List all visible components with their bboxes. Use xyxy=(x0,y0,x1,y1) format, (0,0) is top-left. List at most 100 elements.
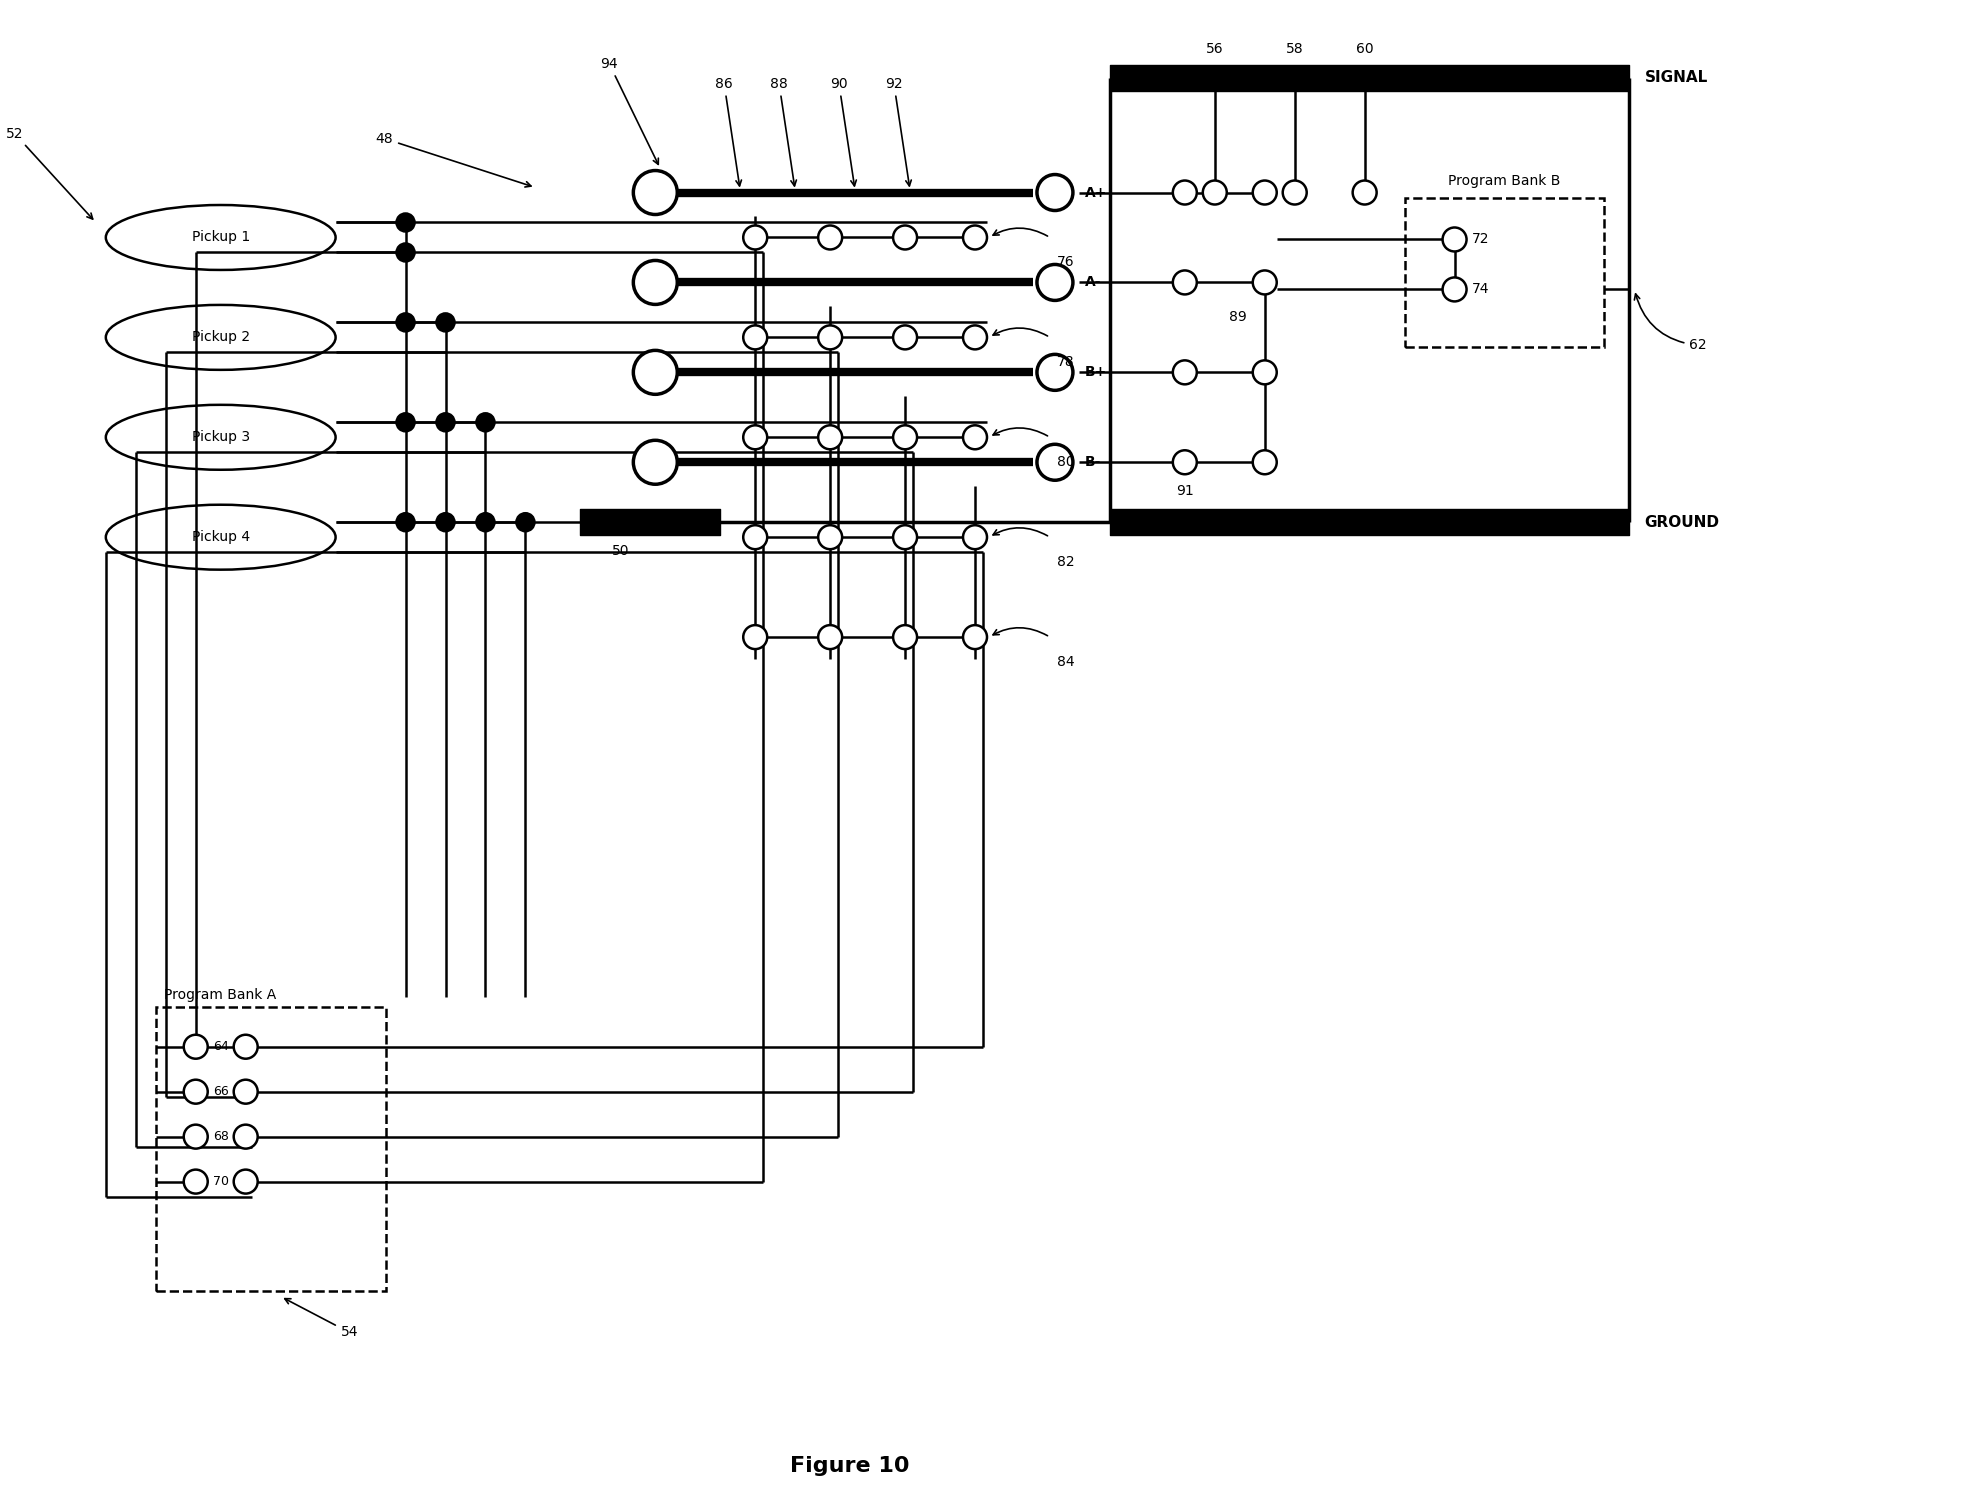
Circle shape xyxy=(818,225,842,249)
Text: SIGNAL: SIGNAL xyxy=(1645,71,1708,86)
Circle shape xyxy=(397,213,415,231)
Circle shape xyxy=(963,526,987,550)
Text: 94: 94 xyxy=(601,57,658,164)
Text: Pickup 4: Pickup 4 xyxy=(192,530,249,544)
Circle shape xyxy=(818,425,842,449)
Circle shape xyxy=(184,1125,208,1149)
Text: 74: 74 xyxy=(1471,282,1489,296)
Circle shape xyxy=(437,413,455,431)
Circle shape xyxy=(1038,354,1074,391)
Text: GROUND: GROUND xyxy=(1645,515,1720,530)
Circle shape xyxy=(963,326,987,350)
Circle shape xyxy=(437,514,455,532)
Text: 58: 58 xyxy=(1285,42,1303,56)
Circle shape xyxy=(1443,227,1467,251)
Circle shape xyxy=(743,526,767,550)
Circle shape xyxy=(437,314,455,332)
Circle shape xyxy=(1038,264,1074,300)
Circle shape xyxy=(397,314,415,332)
Text: 48: 48 xyxy=(376,132,532,188)
Text: 52: 52 xyxy=(6,126,93,219)
Text: 60: 60 xyxy=(1356,42,1374,56)
Text: 92: 92 xyxy=(886,77,911,186)
Circle shape xyxy=(476,514,494,532)
Circle shape xyxy=(1202,180,1228,204)
Circle shape xyxy=(1253,180,1277,204)
Bar xyxy=(1404,197,1605,347)
Circle shape xyxy=(184,1035,208,1059)
Text: 86: 86 xyxy=(716,77,741,186)
Text: 88: 88 xyxy=(771,77,797,186)
Text: 62: 62 xyxy=(1635,294,1706,353)
Circle shape xyxy=(184,1080,208,1104)
Circle shape xyxy=(1352,180,1376,204)
Text: 66: 66 xyxy=(214,1084,229,1098)
Circle shape xyxy=(1172,180,1196,204)
Circle shape xyxy=(397,413,415,431)
Circle shape xyxy=(894,225,917,249)
Circle shape xyxy=(633,171,678,215)
Text: Program Bank B: Program Bank B xyxy=(1449,174,1560,188)
Circle shape xyxy=(818,326,842,350)
Text: 89: 89 xyxy=(1230,311,1247,324)
Text: A+: A+ xyxy=(1085,186,1107,200)
Circle shape xyxy=(233,1125,257,1149)
Circle shape xyxy=(233,1080,257,1104)
Circle shape xyxy=(963,625,987,649)
Text: Pickup 2: Pickup 2 xyxy=(192,330,249,344)
Text: 82: 82 xyxy=(1058,556,1075,569)
Circle shape xyxy=(1038,174,1074,210)
Text: 72: 72 xyxy=(1471,233,1489,246)
Circle shape xyxy=(397,514,415,532)
Text: 64: 64 xyxy=(214,1041,229,1053)
Text: 56: 56 xyxy=(1206,42,1224,56)
Circle shape xyxy=(818,526,842,550)
Text: B-: B- xyxy=(1085,455,1101,469)
Circle shape xyxy=(894,326,917,350)
Text: Pickup 1: Pickup 1 xyxy=(192,230,249,245)
Circle shape xyxy=(1283,180,1307,204)
Circle shape xyxy=(1253,360,1277,385)
Circle shape xyxy=(1253,451,1277,475)
Text: 50: 50 xyxy=(611,544,629,559)
Text: 90: 90 xyxy=(830,77,856,186)
Circle shape xyxy=(894,526,917,550)
Circle shape xyxy=(1253,270,1277,294)
Circle shape xyxy=(743,625,767,649)
Text: 76: 76 xyxy=(1058,255,1075,269)
Circle shape xyxy=(743,326,767,350)
Text: Pickup 3: Pickup 3 xyxy=(192,430,249,445)
Text: 54: 54 xyxy=(285,1299,358,1340)
Text: Program Bank A: Program Bank A xyxy=(164,988,277,1002)
Circle shape xyxy=(1172,451,1196,475)
Bar xyxy=(156,1006,386,1292)
Text: 78: 78 xyxy=(1058,356,1075,369)
Circle shape xyxy=(184,1170,208,1194)
Circle shape xyxy=(633,350,678,395)
Text: 70: 70 xyxy=(214,1175,229,1188)
Circle shape xyxy=(233,1170,257,1194)
Text: 84: 84 xyxy=(1058,655,1075,668)
Circle shape xyxy=(743,225,767,249)
Circle shape xyxy=(516,514,534,532)
Circle shape xyxy=(818,625,842,649)
Circle shape xyxy=(743,425,767,449)
Circle shape xyxy=(894,425,917,449)
Circle shape xyxy=(894,625,917,649)
Circle shape xyxy=(633,260,678,305)
Circle shape xyxy=(1172,270,1196,294)
Text: 91: 91 xyxy=(1176,484,1194,499)
Circle shape xyxy=(1443,278,1467,302)
Circle shape xyxy=(1038,445,1074,481)
Circle shape xyxy=(476,413,494,431)
Circle shape xyxy=(233,1035,257,1059)
Text: 68: 68 xyxy=(214,1130,229,1143)
Circle shape xyxy=(397,243,415,261)
Text: 80: 80 xyxy=(1058,455,1075,469)
Text: B+: B+ xyxy=(1085,365,1107,380)
Circle shape xyxy=(963,225,987,249)
Text: A-: A- xyxy=(1085,275,1101,290)
Circle shape xyxy=(633,440,678,484)
Text: Figure 10: Figure 10 xyxy=(791,1457,909,1476)
Circle shape xyxy=(963,425,987,449)
